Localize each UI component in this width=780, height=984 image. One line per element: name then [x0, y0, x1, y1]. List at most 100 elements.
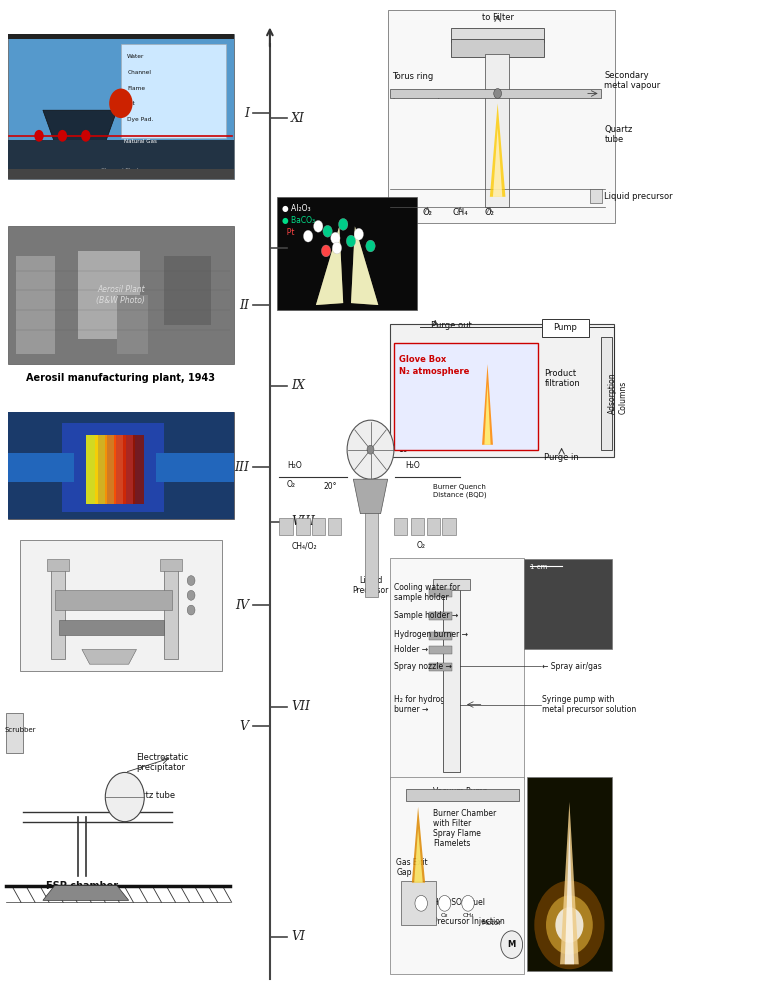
Circle shape [555, 907, 583, 943]
Text: Pump: Pump [554, 323, 577, 333]
Text: Motor: Motor [481, 920, 502, 926]
Bar [86, 435, 98, 504]
Bar [160, 559, 182, 571]
Text: III: III [234, 461, 249, 474]
Circle shape [331, 232, 340, 244]
Bar [279, 518, 292, 535]
Text: ← Spray air/gas: ← Spray air/gas [542, 661, 602, 671]
Polygon shape [43, 110, 117, 143]
Text: I: I [244, 106, 249, 120]
Text: → Hood: → Hood [583, 787, 612, 796]
Bar [8, 34, 234, 179]
Text: O₂: O₂ [417, 541, 426, 550]
Bar [394, 518, 407, 535]
Circle shape [346, 235, 356, 247]
Bar [20, 540, 222, 671]
Bar [133, 435, 144, 504]
Bar [117, 295, 148, 354]
Text: IX: IX [291, 379, 305, 393]
Bar [401, 881, 436, 925]
Bar [388, 10, 615, 223]
Bar [542, 319, 589, 337]
Polygon shape [316, 226, 343, 305]
Text: Quartz: Quartz [604, 125, 633, 135]
Circle shape [534, 881, 604, 969]
Polygon shape [482, 364, 493, 445]
Text: metal vapour: metal vapour [604, 81, 661, 91]
Text: (16 outlets): (16 outlets) [392, 91, 440, 99]
Polygon shape [484, 384, 491, 445]
Circle shape [187, 576, 195, 585]
Text: VIII: VIII [291, 515, 315, 528]
Circle shape [58, 130, 67, 142]
Polygon shape [412, 807, 425, 883]
Text: VI: VI [291, 930, 305, 944]
Circle shape [187, 605, 195, 615]
Text: Pt: Pt [282, 227, 295, 237]
Bar [427, 518, 440, 535]
Text: Precursor Injection: Precursor Injection [433, 917, 505, 926]
Circle shape [415, 895, 427, 911]
Bar [47, 559, 69, 571]
Text: H₂ for hydrogen
burner →: H₂ for hydrogen burner → [394, 695, 455, 714]
Text: Natural Gas: Natural Gas [124, 139, 157, 144]
Text: Sample holder →: Sample holder → [394, 610, 458, 620]
Bar [58, 620, 164, 635]
Text: O₂: O₂ [485, 208, 495, 217]
Bar [411, 518, 424, 535]
Text: Secondary: Secondary [604, 71, 649, 81]
Bar [164, 256, 211, 325]
Bar [451, 28, 544, 42]
Bar [8, 169, 234, 179]
Text: Adsorption
Columns: Adsorption Columns [608, 373, 628, 414]
Text: O₂: O₂ [441, 913, 448, 918]
Polygon shape [353, 479, 388, 514]
Bar [6, 713, 23, 753]
Circle shape [109, 89, 133, 118]
Bar [8, 226, 234, 364]
Text: Spray Flame: Spray Flame [433, 829, 480, 837]
Bar [312, 518, 325, 535]
Text: XI: XI [291, 111, 305, 125]
Bar [16, 256, 55, 354]
Circle shape [494, 89, 502, 98]
Bar [429, 646, 452, 654]
Polygon shape [351, 226, 378, 305]
Text: Water: Water [127, 54, 144, 59]
Bar [55, 590, 172, 610]
Bar [8, 34, 234, 39]
Text: ● BaCO₃: ● BaCO₃ [282, 215, 315, 225]
Bar [524, 559, 612, 649]
Text: Spray nozzle →: Spray nozzle → [394, 661, 452, 671]
Circle shape [303, 230, 313, 242]
Circle shape [354, 228, 363, 240]
Text: tube: tube [604, 135, 624, 145]
Text: Burner Chamber
with Filter: Burner Chamber with Filter [433, 809, 496, 829]
Bar [78, 251, 140, 339]
Bar [390, 777, 524, 974]
Text: Product: Product [544, 369, 576, 379]
Circle shape [321, 245, 331, 257]
Text: X: X [291, 241, 300, 255]
Bar [8, 412, 234, 519]
Text: FSP chamber: FSP chamber [46, 881, 118, 891]
Text: Purge out: Purge out [431, 321, 472, 331]
Text: O₂ or Air: O₂ or Air [408, 913, 434, 918]
Circle shape [367, 445, 374, 454]
Circle shape [438, 895, 451, 911]
Text: Glove Box: Glove Box [399, 354, 447, 364]
Text: Burner Quench
Distance (BQD): Burner Quench Distance (BQD) [433, 484, 487, 498]
Bar [590, 189, 602, 203]
Text: Aerosil manufacturing plant, 1943: Aerosil manufacturing plant, 1943 [27, 373, 215, 383]
Text: CH₄: CH₄ [452, 208, 468, 217]
Text: O₂: O₂ [423, 208, 432, 217]
Bar [443, 581, 460, 772]
Text: Jet: Jet [127, 101, 135, 106]
Bar [601, 337, 612, 450]
Polygon shape [490, 103, 505, 197]
Text: Flamelets: Flamelets [433, 839, 470, 848]
Bar [451, 39, 544, 57]
Polygon shape [414, 829, 423, 883]
Text: Aerosil Plant
(B&W Photo): Aerosil Plant (B&W Photo) [97, 285, 145, 305]
Text: to Filter: to Filter [481, 13, 514, 23]
